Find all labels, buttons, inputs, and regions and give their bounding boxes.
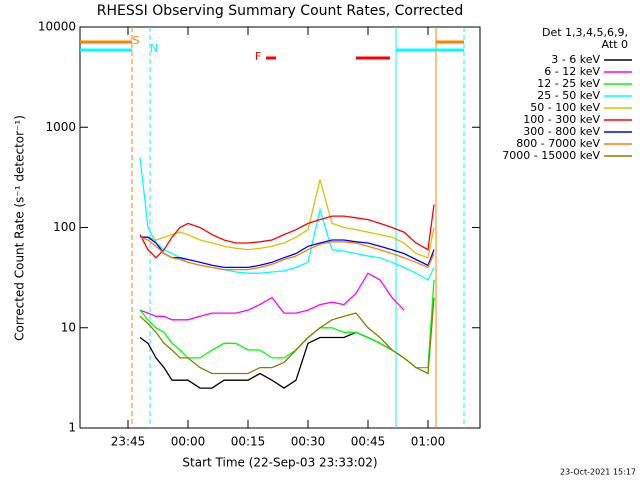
- legend-label: 7000 - 15000 keV: [502, 149, 600, 162]
- x-tick-label: 00:15: [231, 435, 266, 449]
- y-tick-label: 1: [68, 421, 76, 435]
- series-line: [139, 204, 435, 259]
- legend-title: Att 0: [602, 38, 628, 51]
- x-axis-label: Start Time (22-Sep-03 23:33:02): [182, 456, 377, 470]
- x-tick-label: 00:45: [351, 435, 386, 449]
- legend-label: 12 - 25 keV: [537, 77, 600, 90]
- y-axis-label: Corrected Count Rate (s⁻¹ detector⁻¹): [13, 115, 27, 341]
- series-line: [139, 279, 435, 369]
- flag-label: S: [133, 34, 140, 47]
- y-tick-label: 1000: [45, 120, 76, 134]
- series-line: [139, 331, 393, 389]
- legend-label: 100 - 300 keV: [523, 113, 600, 126]
- chart-title: RHESSI Observing Summary Count Rates, Co…: [97, 3, 463, 19]
- series-line: [140, 236, 435, 269]
- y-tick-label: 10000: [38, 20, 76, 34]
- flag-label: F: [255, 50, 261, 63]
- series-line: [139, 297, 435, 375]
- legend-label: 300 - 800 keV: [523, 125, 600, 138]
- legend-label: 25 - 50 keV: [537, 89, 600, 102]
- series-line: [139, 272, 405, 321]
- x-tick-label: 23:45: [111, 435, 146, 449]
- legend-label: 6 - 12 keV: [544, 65, 600, 78]
- legend-label: 50 - 100 keV: [530, 101, 600, 114]
- x-tick-label: 01:00: [411, 435, 446, 449]
- x-tick-label: 00:30: [291, 435, 326, 449]
- y-tick-label: 100: [53, 220, 76, 234]
- legend-title: Det 1,3,4,5,6,9,: [542, 26, 628, 39]
- footer: 23-Oct-2021 15:17: [560, 468, 636, 477]
- x-tick-label: 00:00: [171, 435, 206, 449]
- y-tick-label: 10: [61, 320, 76, 334]
- series-line: [139, 157, 435, 281]
- flag-label: N: [150, 42, 158, 55]
- legend-label: 3 - 6 keV: [551, 53, 600, 66]
- series-line: [139, 236, 435, 271]
- legend-label: 800 - 7000 keV: [516, 137, 600, 150]
